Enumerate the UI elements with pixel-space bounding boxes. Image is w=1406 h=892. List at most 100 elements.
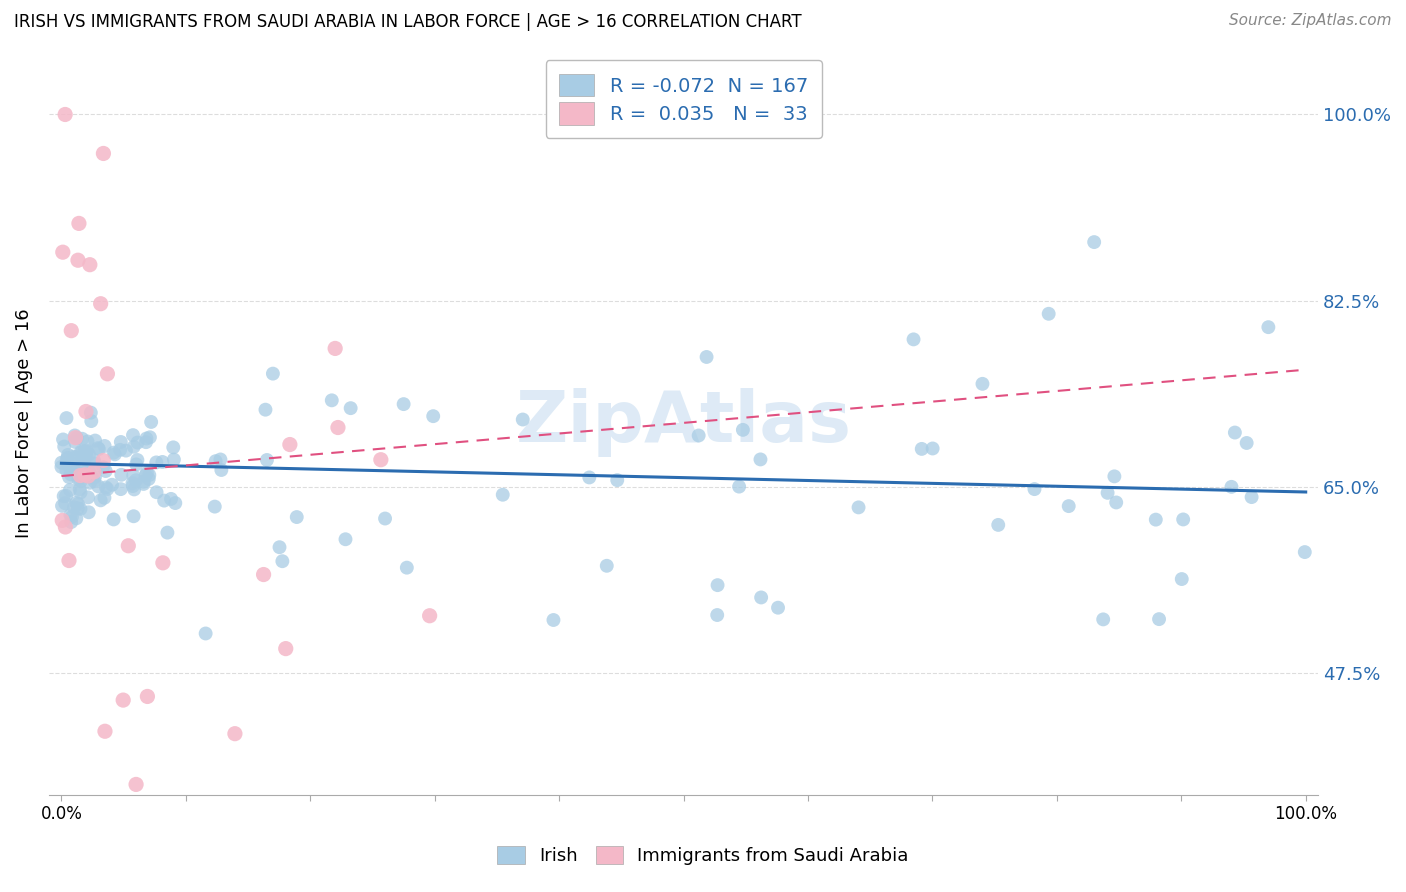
Point (56, 452, 79, 467)
Point (73, 465, 96, 479)
Point (1024, 482, 1046, 496)
Point (62, 462, 84, 476)
Point (911, 442, 934, 456)
Point (1294, 545, 1316, 559)
Point (422, 409, 444, 424)
Point (110, 467, 132, 482)
Point (93, 439, 115, 453)
Point (262, 367, 284, 381)
Point (62, 450, 84, 464)
Point (204, 500, 226, 514)
Point (138, 468, 160, 483)
Point (145, 485, 167, 500)
Point (83, 474, 105, 488)
Point (76, 443, 98, 458)
Point (83, 453, 105, 467)
Point (55, 463, 77, 477)
Point (135, 466, 157, 480)
Point (77, 505, 100, 519)
Point (395, 560, 418, 574)
Point (70, 458, 93, 473)
Point (256, 453, 278, 467)
Point (53, 496, 76, 510)
Point (1173, 512, 1195, 526)
Point (66, 253, 89, 268)
Point (70, 432, 93, 446)
Point (69, 485, 91, 500)
Point (125, 458, 148, 472)
Point (165, 496, 187, 510)
Point (65, 511, 87, 525)
Point (138, 472, 160, 486)
Point (69, 469, 91, 483)
Point (127, 435, 149, 450)
Point (125, 473, 148, 487)
Point (156, 525, 179, 540)
Point (67, 472, 90, 486)
Point (596, 558, 619, 573)
Point (419, 608, 441, 623)
Point (55, 411, 77, 425)
Point (512, 412, 534, 426)
Point (79, 475, 101, 490)
Point (903, 332, 925, 346)
Point (53, 107, 76, 121)
Point (70, 444, 93, 458)
Point (688, 428, 710, 442)
Point (606, 473, 628, 487)
Point (335, 533, 357, 547)
Point (56, 448, 79, 462)
Point (1223, 425, 1246, 440)
Text: IRISH VS IMMIGRANTS FROM SAUDI ARABIA IN LABOR FORCE | AGE > 16 CORRELATION CHAR: IRISH VS IMMIGRANTS FROM SAUDI ARABIA IN… (14, 13, 801, 31)
Point (122, 483, 145, 497)
Point (82, 471, 104, 485)
Point (51, 456, 73, 470)
Point (117, 539, 139, 553)
Point (73, 467, 96, 482)
Point (204, 454, 226, 468)
Point (274, 641, 297, 656)
Point (76, 434, 98, 449)
Point (53, 520, 76, 534)
Point (104, 447, 127, 461)
Point (122, 440, 145, 454)
Point (1220, 480, 1243, 494)
Point (93, 146, 115, 161)
Point (160, 491, 183, 506)
Point (65, 496, 87, 510)
Point (152, 455, 174, 469)
Point (141, 415, 163, 429)
Point (65, 431, 87, 445)
Point (69, 475, 91, 489)
Point (91, 460, 114, 475)
Point (91, 453, 114, 467)
Point (152, 556, 174, 570)
Point (269, 540, 291, 554)
Point (73, 444, 96, 458)
Point (93, 491, 115, 505)
Point (1240, 490, 1263, 504)
Point (63, 434, 86, 449)
Point (90, 493, 112, 508)
Point (731, 423, 754, 437)
Point (79, 466, 101, 480)
Point (52, 489, 75, 503)
Point (75, 404, 97, 418)
Point (136, 690, 159, 704)
Point (706, 578, 728, 592)
Point (66, 431, 89, 445)
Point (90, 296, 112, 310)
Point (1236, 436, 1258, 450)
Point (63, 457, 86, 471)
Point (75, 445, 97, 459)
Point (749, 591, 772, 605)
Point (112, 693, 135, 707)
Point (69, 468, 91, 483)
Point (96, 367, 118, 381)
Point (578, 470, 600, 484)
Point (374, 511, 396, 525)
Point (110, 482, 132, 496)
Point (122, 509, 145, 524)
Point (392, 397, 415, 411)
Point (84, 434, 107, 448)
